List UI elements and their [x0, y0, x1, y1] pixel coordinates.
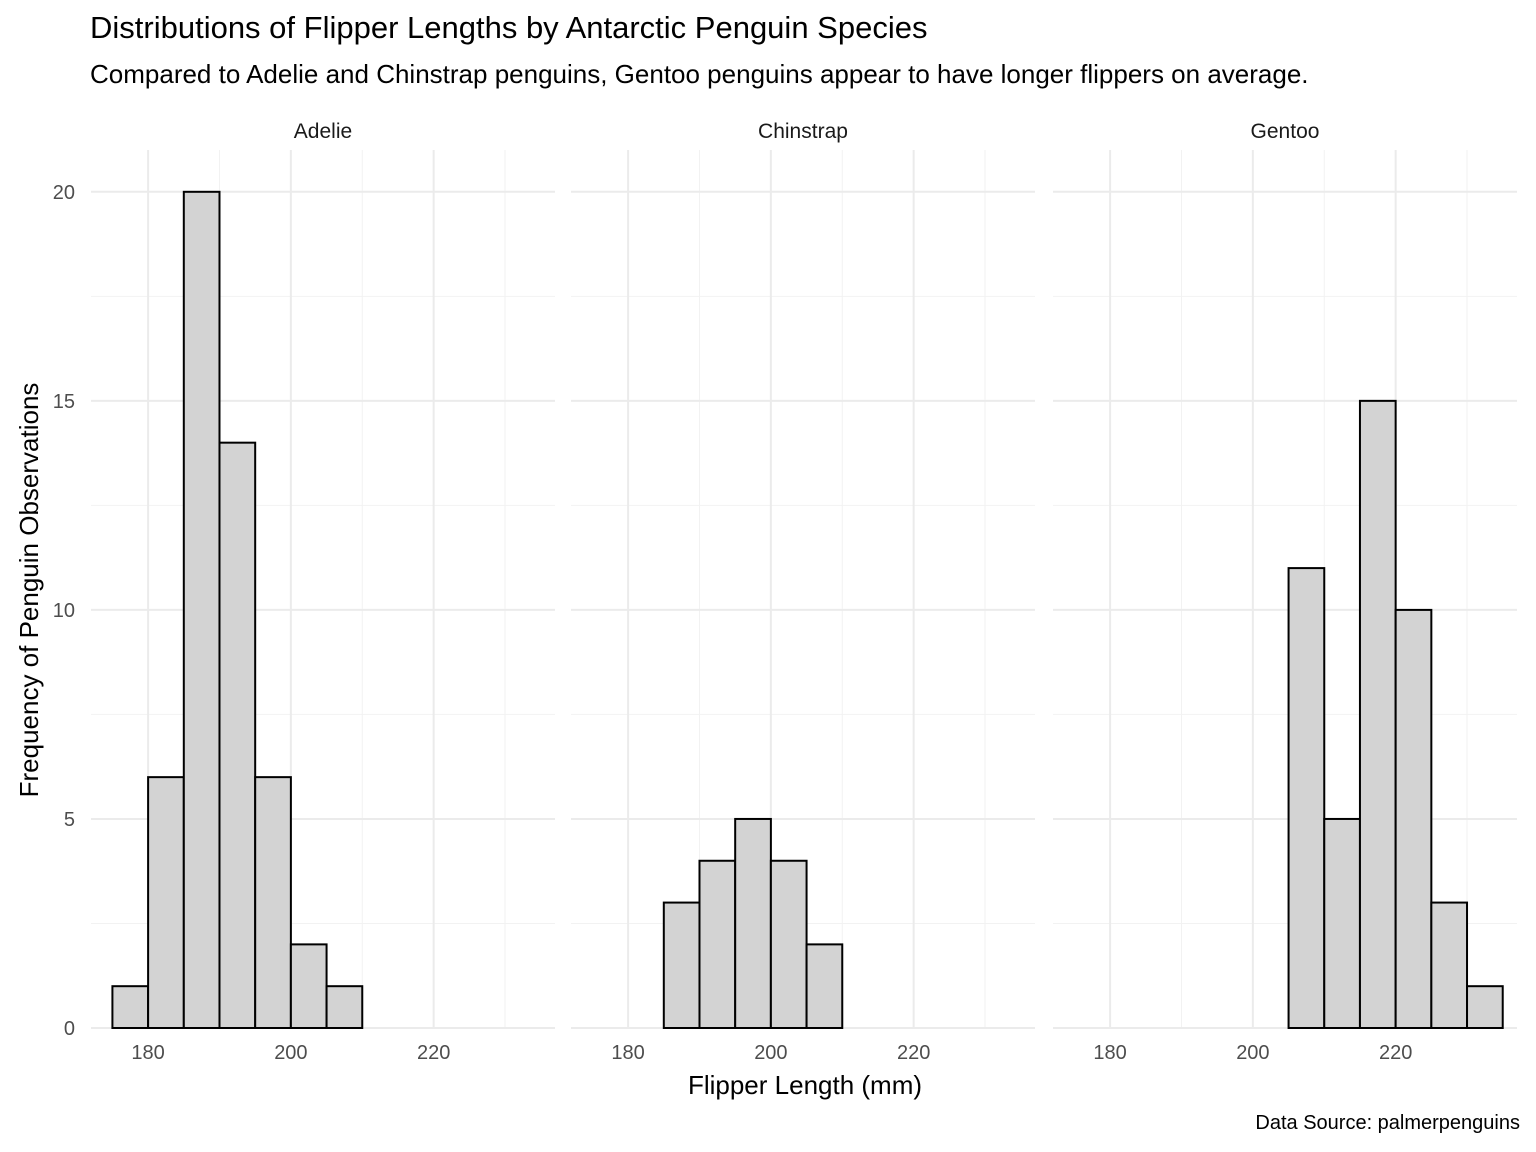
chart-title: Distributions of Flipper Lengths by Anta…: [90, 10, 928, 45]
histogram-bar: [662, 901, 701, 1029]
facet-label-gentoo: Gentoo: [1251, 120, 1320, 143]
histogram-bar: [1394, 608, 1433, 1030]
chart-caption: Data Source: palmerpenguins: [1255, 1112, 1520, 1134]
facet-label-adelie: Adelie: [294, 120, 352, 143]
histogram-bar: [1430, 901, 1469, 1029]
y-tick-label: 5: [64, 809, 75, 831]
x-tick-label: 220: [417, 1042, 450, 1064]
histogram-bar: [111, 985, 150, 1030]
x-tick-label: 180: [1093, 1042, 1126, 1064]
histogram-bar: [1466, 985, 1504, 1030]
x-tick-label: 200: [754, 1042, 787, 1064]
histogram-bar: [805, 943, 844, 1030]
x-tick-label: 200: [1236, 1042, 1269, 1064]
histogram-bar: [734, 817, 772, 1030]
x-tick-label: 220: [897, 1042, 930, 1064]
histogram-bar: [1358, 399, 1397, 1030]
histogram-bar: [1323, 817, 1361, 1030]
histogram-bar: [325, 985, 364, 1030]
y-axis-title: Frequency of Penguin Observations: [14, 383, 44, 798]
x-tick-label: 220: [1379, 1042, 1412, 1064]
y-tick-label: 20: [53, 182, 75, 204]
histogram-bar: [698, 859, 737, 1029]
histogram-bar: [1287, 567, 1326, 1029]
x-tick-label: 200: [274, 1042, 307, 1064]
y-tick-label: 0: [64, 1018, 75, 1040]
histogram-bar: [182, 190, 221, 1030]
chart-subtitle: Compared to Adelie and Chinstrap penguin…: [90, 59, 1309, 89]
histogram-bar: [147, 776, 185, 1030]
x-tick-label: 180: [131, 1042, 164, 1064]
histogram-bar: [769, 859, 808, 1029]
x-tick-label: 180: [611, 1042, 644, 1064]
y-tick-label: 15: [53, 391, 75, 413]
histogram-bar: [218, 441, 257, 1029]
facet-label-chinstrap: Chinstrap: [758, 120, 848, 143]
histogram-bar: [254, 776, 292, 1030]
x-axis-title: Flipper Length (mm): [688, 1070, 922, 1100]
y-tick-label: 10: [53, 600, 75, 622]
histogram-bar: [289, 943, 328, 1030]
